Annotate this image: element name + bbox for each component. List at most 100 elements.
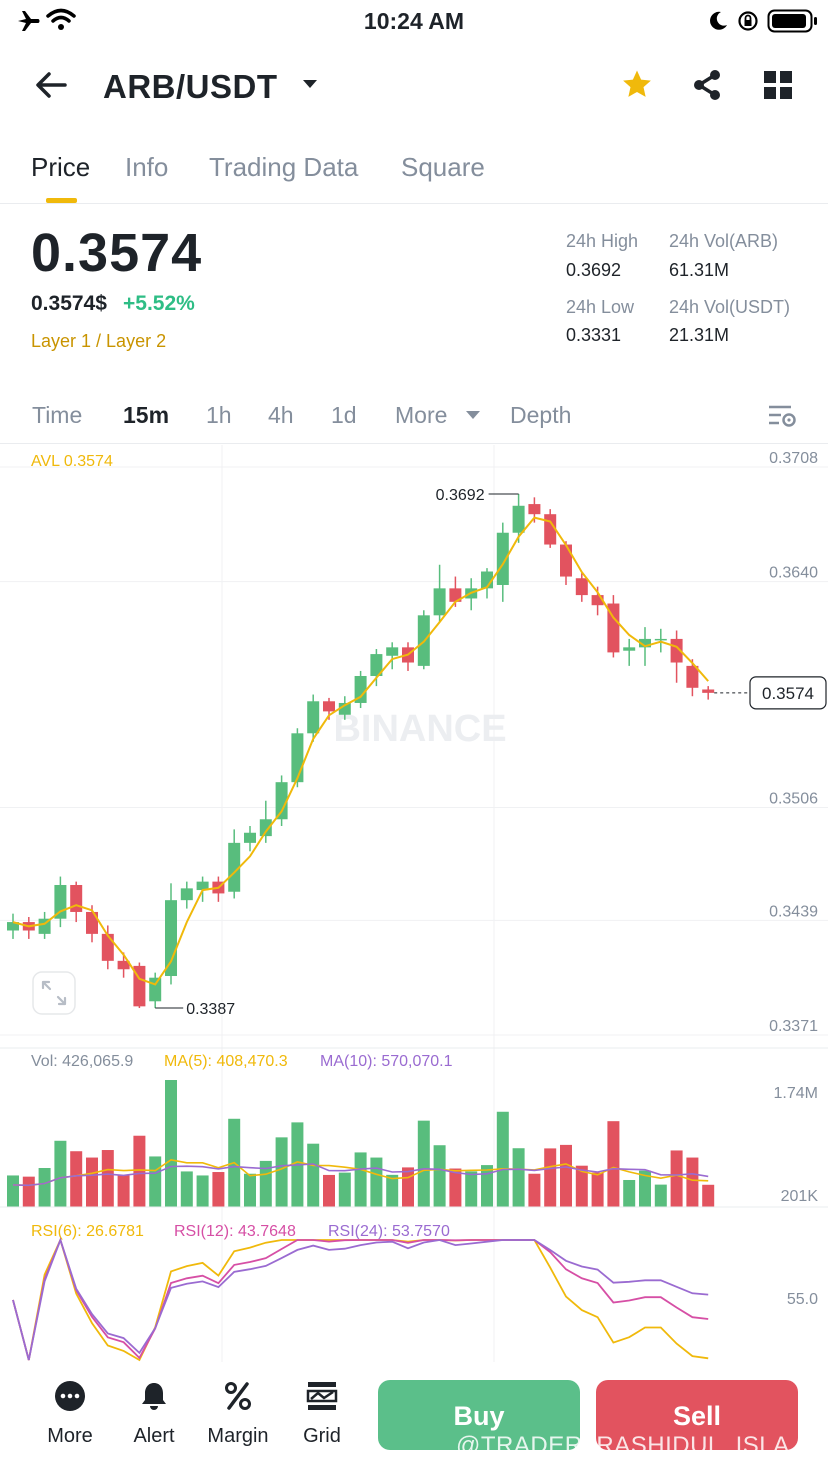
percent-icon: [225, 1382, 251, 1410]
volume-bar: [686, 1157, 699, 1207]
candle-body: [244, 832, 256, 843]
volume-bar: [101, 1150, 114, 1207]
candle-body: [623, 647, 636, 651]
volume-bar: [196, 1175, 209, 1207]
volume-bar: [607, 1121, 620, 1207]
candle-body: [512, 505, 525, 533]
share-icon[interactable]: [691, 68, 723, 102]
interval-more[interactable]: More: [395, 402, 448, 428]
candle-body: [654, 638, 667, 641]
sell-button[interactable]: Sell: [596, 1380, 798, 1450]
interval-1h[interactable]: 1h: [206, 402, 232, 428]
header: ARB/USDT: [0, 54, 828, 118]
interval-time[interactable]: Time: [32, 402, 83, 428]
expand-chart-button[interactable]: [32, 971, 76, 1015]
nav-more-label: More: [47, 1425, 93, 1447]
candle-body: [607, 603, 620, 653]
candle-body: [338, 702, 351, 715]
volume-ma10-label: MA(10): 570,070.1: [320, 1053, 453, 1070]
category-tag[interactable]: Layer 1 / Layer 2: [31, 331, 167, 351]
candle-down: [702, 686, 715, 700]
rsi-tick: 55.0: [787, 1291, 818, 1308]
volume-bar: [465, 1171, 478, 1207]
interval-4h[interactable]: 4h: [268, 402, 294, 428]
rsi24-line: [12, 1237, 709, 1361]
candle-down: [686, 659, 699, 697]
airplane-mode-icon: [18, 11, 40, 31]
candle-up: [275, 775, 288, 827]
star-icon[interactable]: [620, 68, 654, 102]
candle-body: [275, 782, 288, 820]
vol-arb-label: 24h Vol(ARB): [669, 231, 779, 251]
candle-body: [639, 638, 651, 648]
clock: 10:24 AM: [363, 8, 465, 34]
candle-body: [528, 504, 541, 515]
user-watermark: @TRADER_RASHIDUL_ISLA...: [456, 1432, 812, 1459]
volume-bar: [70, 1151, 83, 1207]
back-arrow-icon[interactable]: [34, 70, 68, 100]
volume-bar: [212, 1172, 225, 1207]
rsi12-line: [12, 1237, 709, 1361]
volume-bar: [544, 1148, 557, 1207]
candle-up: [259, 800, 272, 843]
volume-bar: [481, 1165, 493, 1207]
caret-down-icon[interactable]: [301, 78, 319, 90]
volume-bar: [512, 1148, 525, 1207]
candle-up: [165, 883, 177, 985]
nav-more[interactable]: More: [30, 1380, 110, 1448]
volume-bar: [386, 1174, 399, 1207]
tab-price[interactable]: Price: [31, 152, 91, 182]
current-price-marker: 0.3574: [714, 676, 827, 710]
rotation-lock-icon: [738, 11, 758, 31]
price-axis: 0.3708 0.3640 0.3506 0.3439 0.3371: [769, 450, 818, 1035]
volume-bar: [86, 1157, 98, 1207]
candle-up: [307, 694, 320, 742]
interval-15m[interactable]: 15m: [123, 402, 170, 428]
volume-bar: [639, 1170, 651, 1207]
volume-bar: [275, 1137, 288, 1207]
volume-ma10-line: [12, 1163, 709, 1187]
buy-button[interactable]: Buy: [378, 1380, 580, 1450]
price-tick-label: 0.3640: [769, 565, 818, 582]
pair-title[interactable]: ARB/USDT: [103, 68, 278, 105]
rsi6-label: RSI(6): 26.6781: [31, 1223, 144, 1240]
candle-down: [607, 595, 620, 658]
depth-tab[interactable]: Depth: [510, 402, 572, 428]
candle-up: [623, 638, 636, 666]
candle-up: [7, 913, 19, 939]
battery-icon: [767, 9, 817, 33]
volume-bar: [402, 1167, 414, 1207]
nav-grid[interactable]: Grid: [282, 1380, 362, 1448]
volume-bar: [165, 1080, 177, 1207]
interval-1d[interactable]: 1d: [331, 402, 357, 428]
nav-alert[interactable]: Alert: [114, 1380, 194, 1448]
layout-grid-icon[interactable]: [763, 70, 793, 100]
volume-bar: [591, 1172, 604, 1207]
kline-chart[interactable]: BINANCE AVL 0.3574 0.37080.36400.35060.3…: [0, 445, 828, 1362]
volume-bar: [575, 1165, 588, 1207]
tab-square[interactable]: Square: [401, 152, 485, 182]
tab-info[interactable]: Info: [125, 152, 169, 182]
chart-settings-icon[interactable]: [767, 402, 797, 430]
more-caret-icon[interactable]: [465, 410, 481, 420]
candle-body: [149, 977, 162, 1002]
vol-usdt-value: 21.31M: [669, 325, 730, 345]
high-marker-label: 0.3692: [436, 487, 485, 504]
candle-body: [323, 701, 335, 712]
tab-bar: Price Info Trading Data Square: [0, 144, 828, 204]
volume-bar: [180, 1171, 193, 1207]
candle-down: [117, 952, 130, 978]
low-label: 24h Low: [566, 297, 635, 317]
candle-body: [591, 595, 604, 606]
tab-trading-data[interactable]: Trading Data: [209, 152, 359, 182]
candle-down: [70, 881, 83, 923]
candle-body: [354, 675, 367, 703]
candle-body: [7, 922, 19, 931]
volume-bar: [702, 1184, 715, 1207]
candle-body: [165, 900, 177, 977]
nav-margin[interactable]: Margin: [198, 1380, 278, 1448]
candle-body: [702, 689, 715, 693]
volume-bar: [307, 1143, 320, 1207]
vol-arb-value: 61.31M: [669, 260, 730, 280]
volume-bar: [338, 1172, 351, 1207]
